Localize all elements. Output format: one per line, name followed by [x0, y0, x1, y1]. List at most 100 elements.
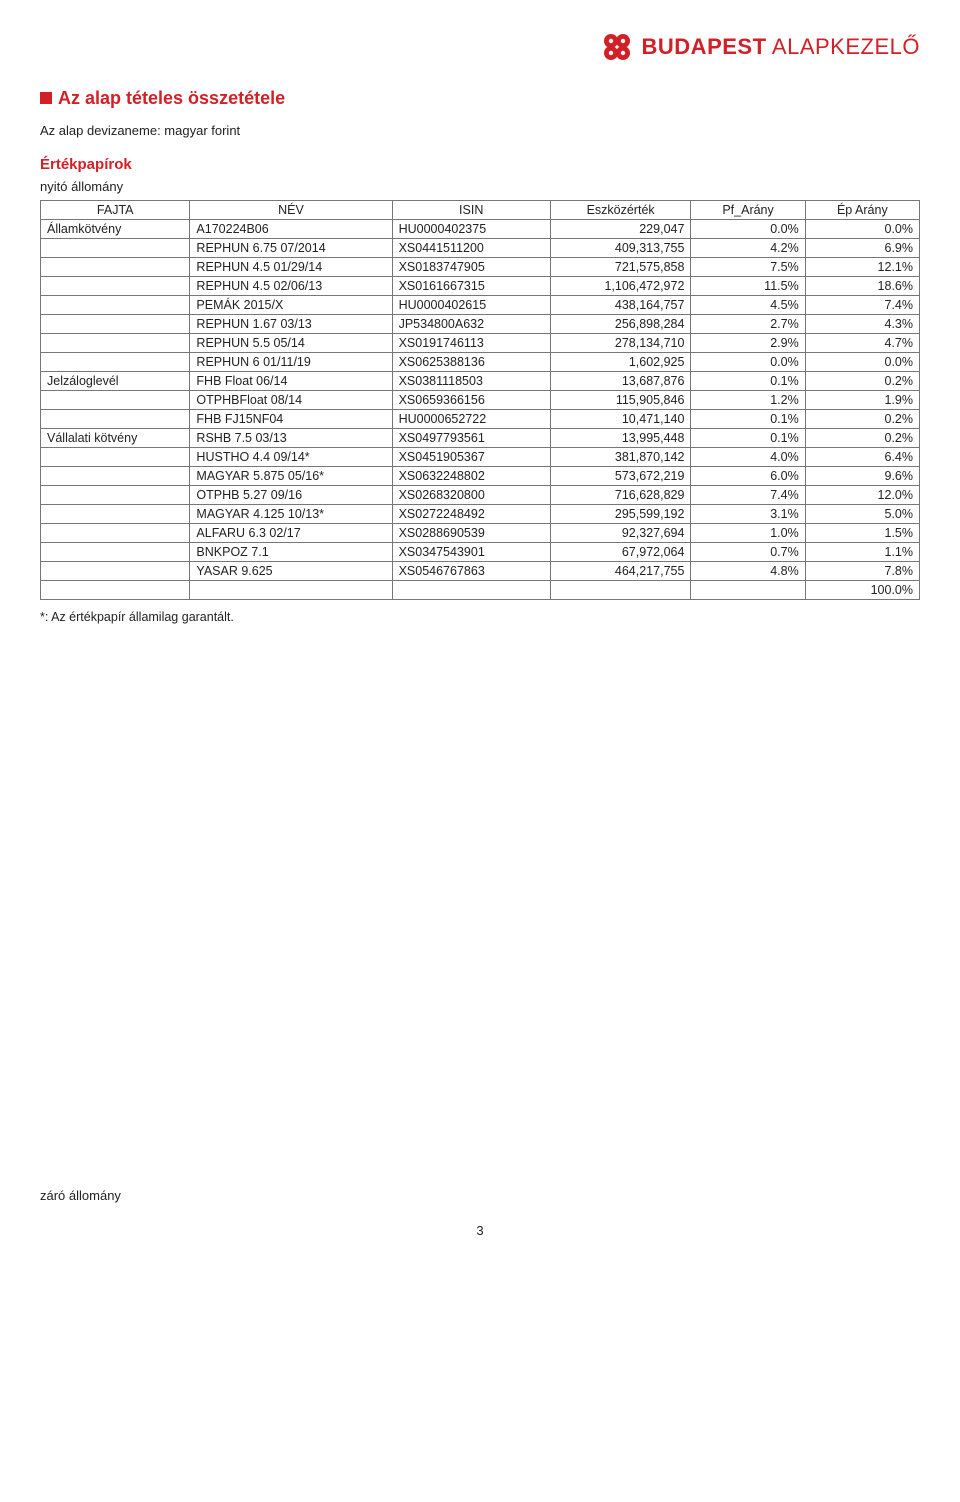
- table-cell: 6.0%: [691, 467, 805, 486]
- table-cell: 0.2%: [805, 410, 919, 429]
- table-cell: 115,905,846: [550, 391, 691, 410]
- table-cell: [41, 277, 190, 296]
- table-cell: 4.8%: [691, 562, 805, 581]
- table-cell: [41, 467, 190, 486]
- table-cell: XS0625388136: [392, 353, 550, 372]
- square-bullet-icon: [40, 92, 52, 104]
- table-cell: 1.2%: [691, 391, 805, 410]
- table-cell: [41, 296, 190, 315]
- table-cell: 4.7%: [805, 334, 919, 353]
- table-cell: YASAR 9.625: [190, 562, 392, 581]
- table-row: OTPHB 5.27 09/16XS0268320800716,628,8297…: [41, 486, 920, 505]
- table-cell: [550, 581, 691, 600]
- table-cell: 0.7%: [691, 543, 805, 562]
- table-row: MAGYAR 4.125 10/13*XS0272248492295,599,1…: [41, 505, 920, 524]
- table-cell: HU0000652722: [392, 410, 550, 429]
- table-cell: 13,995,448: [550, 429, 691, 448]
- table-row: JelzáloglevélFHB Float 06/14XS0381118503…: [41, 372, 920, 391]
- table-cell: OTPHB 5.27 09/16: [190, 486, 392, 505]
- table-cell: 1,602,925: [550, 353, 691, 372]
- table-row: YASAR 9.625XS0546767863464,217,7554.8%7.…: [41, 562, 920, 581]
- table-cell: 573,672,219: [550, 467, 691, 486]
- table-cell: Államkötvény: [41, 220, 190, 239]
- table-cell: XS0546767863: [392, 562, 550, 581]
- table-cell: REPHUN 6 01/11/19: [190, 353, 392, 372]
- table-cell: XS0441511200: [392, 239, 550, 258]
- table-row: BNKPOZ 7.1XS034754390167,972,0640.7%1.1%: [41, 543, 920, 562]
- table-row: REPHUN 6.75 07/2014XS0441511200409,313,7…: [41, 239, 920, 258]
- table-cell: 1.1%: [805, 543, 919, 562]
- brand-text: BUDAPEST ALAPKEZELŐ: [642, 34, 920, 60]
- brand-header: BUDAPEST ALAPKEZELŐ: [40, 30, 920, 64]
- table-row: HUSTHO 4.4 09/14*XS0451905367381,870,142…: [41, 448, 920, 467]
- table-cell: 0.0%: [805, 353, 919, 372]
- table-cell: 7.5%: [691, 258, 805, 277]
- table-cell: 0.1%: [691, 372, 805, 391]
- table-cell: 5.0%: [805, 505, 919, 524]
- brand-logo: BUDAPEST ALAPKEZELŐ: [600, 30, 920, 64]
- table-cell: HU0000402615: [392, 296, 550, 315]
- table-cell: 7.8%: [805, 562, 919, 581]
- table-cell: 0.2%: [805, 429, 919, 448]
- flower-icon: [600, 30, 634, 64]
- table-cell: 7.4%: [691, 486, 805, 505]
- table-cell: [41, 353, 190, 372]
- securities-table: FAJTA NÉV ISIN Eszközérték Pf_Arány Ép A…: [40, 200, 920, 600]
- table-row: REPHUN 5.5 05/14XS0191746113278,134,7102…: [41, 334, 920, 353]
- table-cell: [691, 581, 805, 600]
- guarantee-footnote: *: Az értékpapír államilag garantált.: [40, 610, 920, 624]
- table-cell: 278,134,710: [550, 334, 691, 353]
- table-cell: MAGYAR 5.875 05/16*: [190, 467, 392, 486]
- table-cell: 381,870,142: [550, 448, 691, 467]
- table-cell: 1.9%: [805, 391, 919, 410]
- table-cell: 67,972,064: [550, 543, 691, 562]
- table-cell: 13,687,876: [550, 372, 691, 391]
- table-cell: 4.3%: [805, 315, 919, 334]
- section-title: Az alap tételes összetétele: [40, 88, 920, 109]
- table-cell: 0.0%: [805, 220, 919, 239]
- table-cell: [41, 486, 190, 505]
- table-cell: [41, 315, 190, 334]
- table-cell: XS0191746113: [392, 334, 550, 353]
- table-cell: 7.4%: [805, 296, 919, 315]
- table-cell: HU0000402375: [392, 220, 550, 239]
- table-cell: XS0632248802: [392, 467, 550, 486]
- table-cell: 0.2%: [805, 372, 919, 391]
- table-cell: XS0272248492: [392, 505, 550, 524]
- table-cell: 1.5%: [805, 524, 919, 543]
- table-header-row: FAJTA NÉV ISIN Eszközérték Pf_Arány Ép A…: [41, 201, 920, 220]
- table-cell: [392, 581, 550, 600]
- table-cell: REPHUN 5.5 05/14: [190, 334, 392, 353]
- table-row: OTPHBFloat 08/14XS0659366156115,905,8461…: [41, 391, 920, 410]
- opening-stock-label: nyitó állomány: [40, 179, 920, 194]
- table-cell: ALFARU 6.3 02/17: [190, 524, 392, 543]
- table-cell: OTPHBFloat 08/14: [190, 391, 392, 410]
- table-row: 100.0%: [41, 581, 920, 600]
- table-cell: [41, 524, 190, 543]
- table-cell: [190, 581, 392, 600]
- table-cell: XS0268320800: [392, 486, 550, 505]
- table-cell: 2.7%: [691, 315, 805, 334]
- table-row: REPHUN 1.67 03/13JP534800A632256,898,284…: [41, 315, 920, 334]
- table-cell: [41, 562, 190, 581]
- table-cell: 295,599,192: [550, 505, 691, 524]
- table-cell: 1.0%: [691, 524, 805, 543]
- table-cell: XS0161667315: [392, 277, 550, 296]
- table-cell: MAGYAR 4.125 10/13*: [190, 505, 392, 524]
- col-pf: Pf_Arány: [691, 201, 805, 220]
- table-cell: Jelzáloglevél: [41, 372, 190, 391]
- table-cell: [41, 581, 190, 600]
- table-cell: 0.1%: [691, 429, 805, 448]
- table-cell: HUSTHO 4.4 09/14*: [190, 448, 392, 467]
- table-cell: 716,628,829: [550, 486, 691, 505]
- table-cell: 256,898,284: [550, 315, 691, 334]
- table-cell: [41, 410, 190, 429]
- table-cell: 4.0%: [691, 448, 805, 467]
- table-cell: 3.1%: [691, 505, 805, 524]
- table-cell: [41, 258, 190, 277]
- table-cell: A170224B06: [190, 220, 392, 239]
- table-cell: XS0451905367: [392, 448, 550, 467]
- table-cell: [41, 505, 190, 524]
- col-isin: ISIN: [392, 201, 550, 220]
- col-nev: NÉV: [190, 201, 392, 220]
